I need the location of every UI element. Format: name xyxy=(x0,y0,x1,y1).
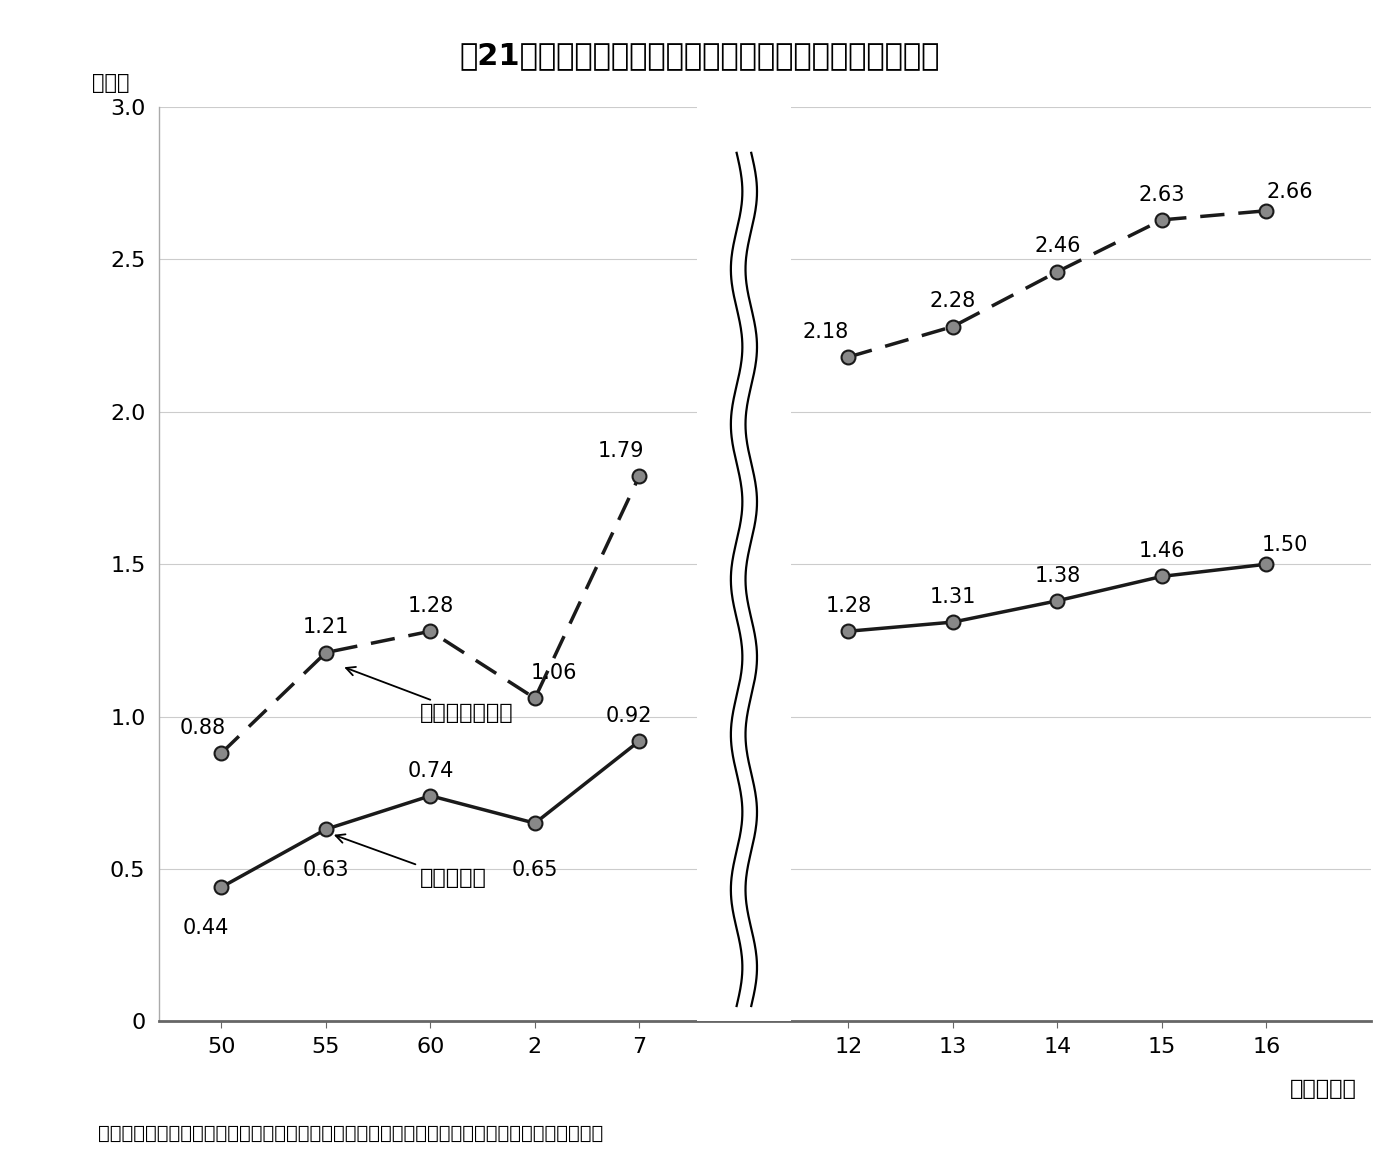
Text: 2.28: 2.28 xyxy=(930,292,976,312)
Text: 1.31: 1.31 xyxy=(930,587,976,607)
Text: 2.63: 2.63 xyxy=(1138,185,1186,205)
Text: 1.38: 1.38 xyxy=(1035,566,1081,586)
Text: 2.46: 2.46 xyxy=(1035,237,1081,257)
Text: 1.50: 1.50 xyxy=(1263,536,1309,556)
Text: 0.74: 0.74 xyxy=(407,761,454,781)
Text: 0.44: 0.44 xyxy=(182,918,228,938)
Text: 対歳入総額: 対歳入総額 xyxy=(336,834,487,888)
Text: 0.88: 0.88 xyxy=(179,718,225,738)
Text: 1.28: 1.28 xyxy=(826,597,872,616)
Text: 1.79: 1.79 xyxy=(598,441,644,461)
Text: 0.63: 0.63 xyxy=(302,860,349,880)
Text: 0.65: 0.65 xyxy=(511,860,559,880)
Bar xyxy=(697,76,791,1036)
Text: 1.21: 1.21 xyxy=(302,618,349,638)
Text: 1.28: 1.28 xyxy=(407,597,454,616)
Text: 対一般財源総額: 対一般財源総額 xyxy=(346,667,514,723)
Text: （注）　地方債現在高は、特定資金公共事業債及び特定資金公共投資事業債を除いた顕である。: （注） 地方債現在高は、特定資金公共事業債及び特定資金公共投資事業債を除いた顕で… xyxy=(98,1124,603,1143)
Text: （倍）: （倍） xyxy=(92,74,129,94)
Text: 0.92: 0.92 xyxy=(606,706,652,725)
Text: 第21図　地方債現在高の歳入総額等に対する割合の推移: 第21図 地方債現在高の歳入総額等に対する割合の推移 xyxy=(459,41,941,70)
Text: 2.66: 2.66 xyxy=(1266,182,1313,202)
Text: 1.06: 1.06 xyxy=(531,663,577,683)
Text: 2.18: 2.18 xyxy=(802,322,848,342)
Text: （年度末）: （年度末） xyxy=(1289,1079,1357,1099)
Text: 1.46: 1.46 xyxy=(1138,541,1186,561)
